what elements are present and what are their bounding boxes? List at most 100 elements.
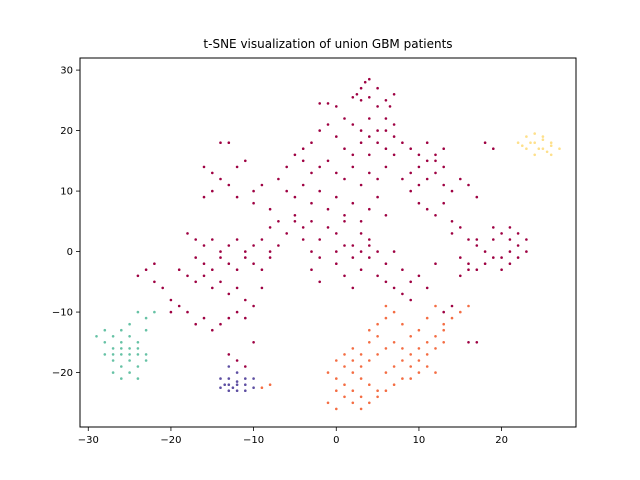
scatter-point	[343, 117, 346, 120]
scatter-point	[450, 232, 454, 235]
scatter-point	[103, 353, 107, 356]
scatter-point	[351, 286, 355, 290]
scatter-point	[368, 328, 371, 332]
scatter-point	[343, 220, 346, 223]
scatter-point	[549, 153, 553, 157]
scatter-point	[285, 232, 289, 235]
scatter-point	[219, 177, 222, 181]
scatter-point	[128, 371, 131, 374]
scatter-point	[343, 365, 346, 368]
scatter-point	[202, 262, 206, 266]
scatter-point	[211, 328, 214, 332]
scatter-point	[335, 135, 338, 138]
scatter-point	[376, 353, 379, 356]
scatter-point	[384, 129, 388, 132]
scatter-point	[144, 328, 148, 332]
scatter-point	[244, 365, 247, 368]
x-tick-label: 10	[413, 435, 426, 446]
scatter-point	[351, 96, 355, 99]
scatter-point	[326, 159, 330, 163]
scatter-point	[326, 123, 330, 126]
scatter-point	[111, 371, 115, 374]
scatter-point	[268, 383, 272, 387]
scatter-point	[475, 238, 479, 241]
scatter-point	[409, 171, 413, 175]
scatter-point	[376, 322, 379, 326]
scatter-point	[459, 310, 462, 314]
scatter-point	[368, 207, 371, 211]
scatter-point	[384, 371, 388, 374]
scatter-point	[219, 141, 222, 144]
scatter-point	[516, 232, 520, 235]
scatter-point	[359, 250, 363, 253]
scatter-point	[483, 250, 487, 253]
scatter-point	[409, 147, 413, 150]
scatter-point	[483, 141, 487, 144]
scatter-point	[219, 250, 222, 253]
scatter-point	[376, 274, 379, 278]
scatter-point	[475, 195, 479, 199]
scatter-point	[425, 159, 429, 163]
scatter-point	[335, 389, 338, 393]
scatter-point	[136, 341, 140, 344]
scatter-point	[310, 268, 313, 272]
scatter-point	[450, 189, 454, 193]
scatter-point	[301, 183, 305, 187]
scatter-point	[401, 359, 404, 362]
scatter-point	[401, 377, 404, 380]
scatter-point	[351, 256, 355, 259]
scatter-point	[277, 244, 280, 247]
scatter-point	[326, 102, 330, 105]
scatter-point	[211, 286, 214, 290]
scatter-point	[508, 262, 512, 266]
scatter-point	[335, 359, 338, 362]
scatter-point	[475, 244, 479, 247]
scatter-point	[351, 371, 355, 374]
scatter-point	[417, 165, 421, 169]
scatter-point	[128, 347, 131, 350]
scatter-point	[384, 280, 388, 284]
scatter-point	[467, 304, 470, 308]
scatter-point	[136, 353, 140, 356]
scatter-point	[244, 250, 247, 253]
scatter-point	[211, 189, 214, 193]
scatter-point	[351, 201, 355, 205]
scatter-point	[136, 274, 140, 278]
scatter-point	[293, 214, 297, 217]
scatter-point	[442, 341, 446, 344]
scatter-point	[541, 138, 545, 141]
scatter-point	[425, 141, 429, 144]
scatter-point	[128, 335, 131, 338]
scatter-point	[252, 386, 255, 390]
scatter-point	[268, 207, 272, 211]
scatter-point	[120, 328, 123, 332]
scatter-point	[227, 183, 231, 187]
y-tick-label: 30	[60, 66, 73, 77]
scatter-point	[351, 401, 355, 405]
scatter-point	[450, 316, 454, 320]
scatter-point	[384, 165, 388, 169]
scatter-point	[384, 117, 388, 120]
scatter-point	[268, 226, 272, 229]
scatter-point	[384, 99, 388, 102]
scatter-point	[363, 80, 367, 84]
scatter-point	[343, 244, 346, 247]
scatter-point	[516, 141, 520, 144]
x-tick-label: 0	[333, 435, 339, 446]
scatter-point	[434, 347, 437, 350]
scatter-point	[359, 377, 363, 380]
scatter-point	[384, 389, 388, 393]
x-tick-label: −30	[78, 435, 99, 446]
scatter-point	[368, 96, 371, 99]
scatter-point	[219, 386, 222, 390]
x-tick-label: −20	[160, 435, 181, 446]
scatter-point	[244, 256, 247, 259]
scatter-point	[376, 389, 379, 393]
scatter-point	[500, 256, 503, 259]
chart-title: t-SNE visualization of union GBM patient…	[203, 37, 452, 51]
scatter-point	[434, 153, 437, 157]
scatter-point	[136, 310, 140, 314]
scatter-point	[177, 304, 181, 308]
scatter-point	[409, 377, 413, 380]
x-axis: −30 −20 −10 0 10 20	[78, 427, 508, 446]
